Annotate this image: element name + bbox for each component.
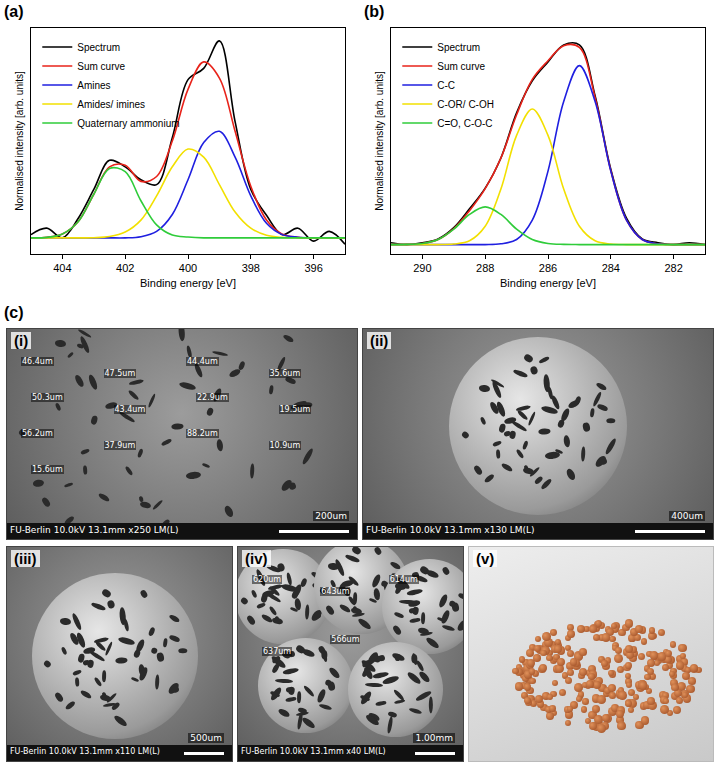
html-text:(i): (i) <box>14 332 29 349</box>
svg-text:Sum curve: Sum curve <box>437 61 485 72</box>
html-text:15.6um: 15.6um <box>32 465 63 474</box>
svg-text:398: 398 <box>242 262 260 274</box>
html-text:(b): (b) <box>364 3 385 20</box>
svg-text:C-OR/ C-OH: C-OR/ C-OH <box>437 99 494 110</box>
html-text:566um: 566um <box>331 635 360 644</box>
html-text:(a): (a) <box>4 3 24 20</box>
svg-text:Normalised intensity [arb. uni: Normalised intensity [arb. units] <box>14 71 25 211</box>
html-text:637um: 637um <box>263 647 292 656</box>
svg-text:400: 400 <box>179 262 197 274</box>
svg-text:Quaternary ammonium: Quaternary ammonium <box>77 118 179 129</box>
html-text:56.2um: 56.2um <box>22 429 53 438</box>
svg-text:Sum curve: Sum curve <box>77 61 125 72</box>
svg-text:Amines: Amines <box>77 80 110 91</box>
html-text:(iv): (iv) <box>245 550 268 567</box>
svg-text:Normalised intensity [arb. uni: Normalised intensity [arb. units] <box>374 71 385 211</box>
html-text:FU-Berlin 10.0kV 13.1mm x110 L: FU-Berlin 10.0kV 13.1mm x110 LM(L) <box>10 747 160 756</box>
html-text:(iii): (iii) <box>14 550 37 567</box>
svg-text:404: 404 <box>53 262 71 274</box>
html-text:(c): (c) <box>4 304 24 321</box>
svg-text:Amides/ imines: Amides/ imines <box>77 99 145 110</box>
html-text:614um: 614um <box>389 575 418 584</box>
html-text:1.00mm: 1.00mm <box>415 733 453 743</box>
html-text:FU-Berlin 10.0kV 13.1mm x130 L: FU-Berlin 10.0kV 13.1mm x130 LM(L) <box>366 525 535 535</box>
html-text:47.5um: 47.5um <box>104 369 136 378</box>
svg-text:Spectrum: Spectrum <box>77 42 120 53</box>
html-text:88.2um: 88.2um <box>187 429 218 438</box>
html-text:200um: 200um <box>315 511 347 521</box>
html-text:(v): (v) <box>476 550 495 567</box>
svg-text:282: 282 <box>664 262 682 274</box>
svg-text:284: 284 <box>602 262 620 274</box>
html-text:400um: 400um <box>671 511 703 521</box>
svg-text:288: 288 <box>476 262 494 274</box>
html-text:500um: 500um <box>190 733 222 743</box>
html-text:37.9um: 37.9um <box>104 441 136 450</box>
html-text:50.3um: 50.3um <box>32 393 63 402</box>
svg-text:290: 290 <box>413 262 431 274</box>
html-text:(ii): (ii) <box>370 332 389 349</box>
svg-text:Spectrum: Spectrum <box>437 42 480 53</box>
html-text:10.9um: 10.9um <box>269 441 301 450</box>
svg-text:286: 286 <box>539 262 557 274</box>
html-text:FU-Berlin 10.0kV 13.1mm x40 LM: FU-Berlin 10.0kV 13.1mm x40 LM(L) <box>241 747 386 756</box>
svg-text:C=O, C-O-C: C=O, C-O-C <box>437 118 492 129</box>
html-text:35.6um: 35.6um <box>269 369 301 378</box>
svg-text:402: 402 <box>116 262 134 274</box>
html-text:46.4um: 46.4um <box>22 357 53 366</box>
html-text:620um: 620um <box>253 575 282 584</box>
svg-text:Binding energy [eV]: Binding energy [eV] <box>500 277 596 289</box>
svg-text:Binding energy [eV]: Binding energy [eV] <box>140 277 236 289</box>
html-text:44.4um: 44.4um <box>187 357 218 366</box>
svg-text:396: 396 <box>304 262 322 274</box>
html-text:643um: 643um <box>321 587 350 596</box>
html-text:22.9um: 22.9um <box>197 393 228 402</box>
html-text:FU-Berlin 10.0kV 13.1mm x250 L: FU-Berlin 10.0kV 13.1mm x250 LM(L) <box>10 525 179 535</box>
html-text:19.5um: 19.5um <box>279 405 311 414</box>
svg-text:C-C: C-C <box>437 80 455 91</box>
html-text:43.4um: 43.4um <box>114 405 146 414</box>
